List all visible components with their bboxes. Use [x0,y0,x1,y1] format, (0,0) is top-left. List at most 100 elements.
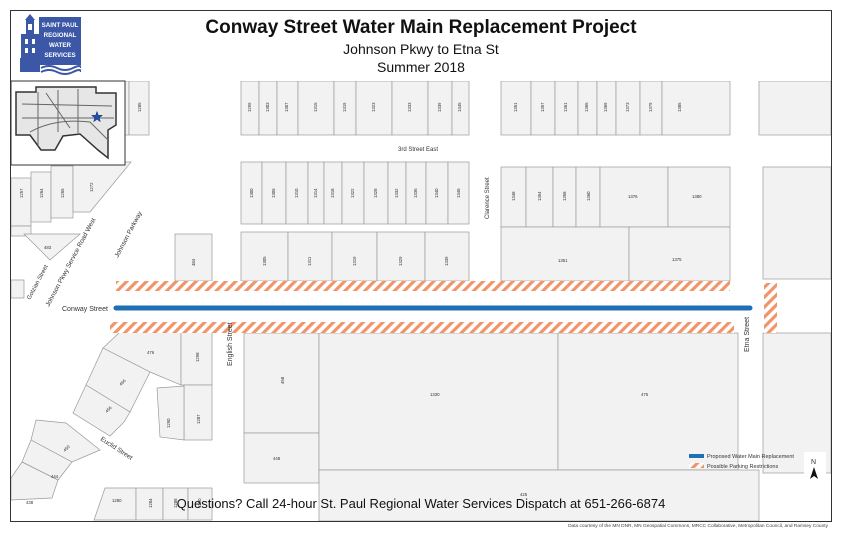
parcel-number: 1298 [195,352,200,362]
parcel-number: 484 [191,258,196,266]
parcel-number: 1307 [284,102,289,112]
project-season: Summer 2018 [377,59,465,75]
parcel-number: 1333 [407,102,412,112]
mid-block-east [500,166,731,228]
street-label-3rd: 3rd Street East [398,147,438,153]
parcel-number: 1330 [430,392,440,397]
parcel-number: 1345 [457,102,462,112]
parcel-number: 1290 [197,498,202,508]
parcel-number: 1303 [265,102,270,112]
parking-restriction-north [116,281,730,291]
parcel-number: 1379 [648,102,653,112]
south-east-block [243,332,831,521]
parcel-number: 476 [147,350,155,355]
locator-inset-map [10,80,126,166]
parcel-number: 444 [51,474,59,479]
parcel-number: 1361 [563,102,568,112]
logo-text-1: SAINT PAUL [42,22,79,29]
parking-restriction-etna [764,283,777,333]
street-label-etna: Etna Street [744,317,751,352]
parcel-number: 425 [520,492,528,497]
logo-text-2: REGIONAL [44,32,77,39]
street-label-euclid: Euclid Street [99,436,134,462]
parcel-number: 1265 [60,188,65,198]
map-title: Conway Street Water Main Replacement Pro… [205,17,637,38]
parking-restriction-south [110,322,734,333]
parcel-number: 1385 [677,102,682,112]
parcel-number: 1375 [672,257,682,262]
parcel-number: 1311 [307,256,312,266]
parcel-number: 1264 [39,188,44,198]
parcel-number: 1328 [373,188,378,198]
parcel-number: 438 [26,500,34,505]
parcel-number: 456 [104,405,113,414]
logo-text-4: SERVICES [44,52,75,59]
parcel-number: 1369 [603,102,608,112]
north-arrow-icon: N [804,452,826,484]
location-star-icon [90,110,104,123]
logo-text-3: WATER [49,42,71,49]
conway-north-block [174,166,831,282]
north-top-block-east [500,81,831,136]
north-label: N [811,459,816,466]
parcel-number: 1310 [294,188,299,198]
parcel-number: 448 [273,456,281,461]
legend-water-main: Proposed Water Main Replacement [707,454,794,460]
south-west-block [11,331,213,521]
parcel-number: 1360 [586,191,591,201]
parcel-number: 1322 [350,188,355,198]
parcel-number: 483 [44,245,52,250]
street-label-johnson-parkway: Johnson Parkway [114,210,145,259]
parcel-number: 1376 [628,194,638,199]
parcel-number: 1357 [540,102,545,112]
parcel-number: 1257 [19,188,24,198]
parcel-number: 1339 [437,102,442,112]
parcel-number: 1299 [247,102,252,112]
mid-block [240,161,470,225]
street-label-english: English Street [227,322,234,366]
parcel-number: 1329 [398,256,403,266]
parcel-number: 1319 [342,102,347,112]
parcel-number: 466 [118,378,127,387]
parcel-number: 450 [62,444,71,453]
parcel-number: 1354 [537,191,542,201]
west-block [11,161,132,299]
street-label-johnson-service: Johnson Pkwy Service Road West [45,217,98,308]
parcel-number: 1336 [413,188,418,198]
parcel-numbers-horizontal: 1376 1380 1351 1375 483 476 466 456 450 … [26,194,702,505]
parcel-number: 1300 [249,188,254,198]
legend-parking: Possible Parking Restrictions [707,464,778,470]
parcel-numbers: 1291 1285 1299 1303 1307 1315 1319 1323 … [19,102,682,508]
parcel-number: 1339 [444,256,449,266]
parcel-number: 1332 [394,188,399,198]
street-label-clarence: Clarence Street [485,177,491,219]
parcel-number: 1358 [562,191,567,201]
parcel-number: 1280 [112,498,122,503]
parcel-number: 1314 [313,188,318,198]
parcel-number: 1285 [137,102,142,112]
parcel-number: 1380 [692,194,702,199]
parcel-number: 1290 [166,418,171,428]
parcel-number: 1319 [352,256,357,266]
parcel-number: 1288 [173,498,178,508]
street-label-gotzian: Gotzian Street [26,264,49,301]
parcel-number: 1315 [313,102,318,112]
saint-paul-water-logo: SAINT PAUL REGIONAL WATER SERVICES [17,14,82,76]
parcel-number: 475 [641,392,649,397]
street-label-conway: Conway Street [62,306,108,313]
parcel-number: 1373 [625,102,630,112]
data-credits: Data courtesy of the MN DNR, MN Geospati… [568,524,828,529]
parcel-number: 1348 [511,191,516,201]
parcel-number: 1340 [434,188,439,198]
parcel-number: 1287 [196,414,201,424]
contact-info: Questions? Call 24-hour St. Paul Regiona… [176,496,666,511]
parcel-number: 1306 [271,188,276,198]
parcel-number: 1351 [558,258,568,263]
parcel-number: 458 [280,376,285,384]
legend: Proposed Water Main Replacement Possible… [689,454,794,470]
parcel-number: 1365 [584,102,589,112]
parcel-number: 1272 [89,182,94,192]
parcel-number: 1351 [513,102,518,112]
north-top-block [240,81,470,136]
